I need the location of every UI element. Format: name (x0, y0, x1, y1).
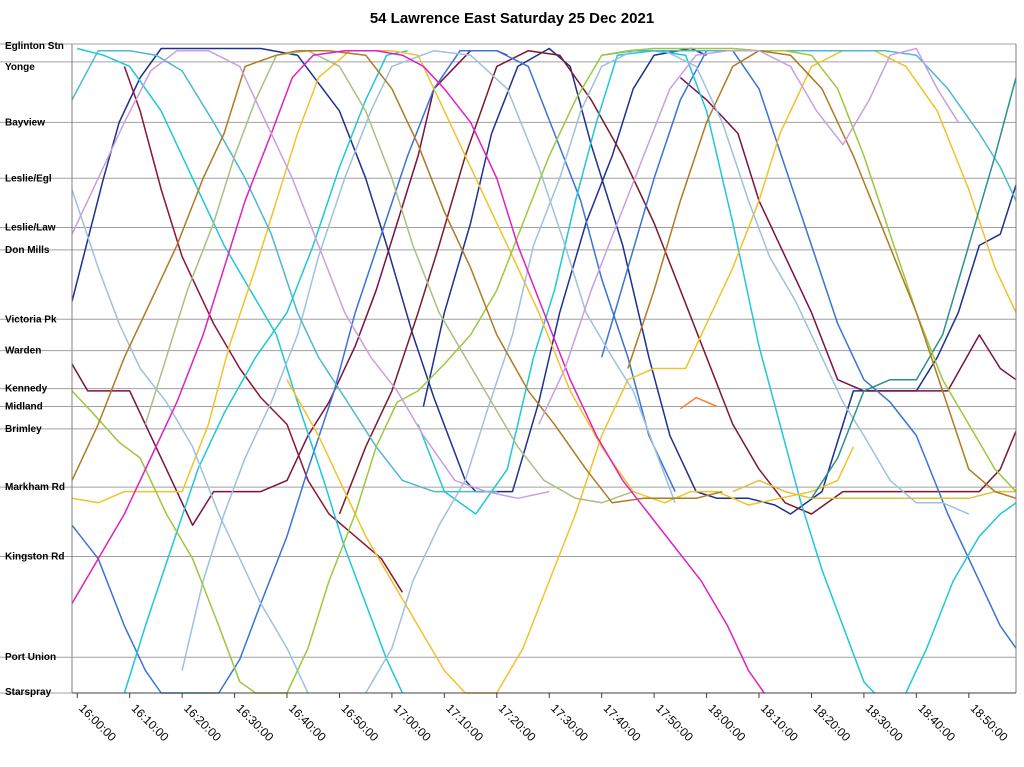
trip-line-5 (338, 49, 1017, 515)
trip-line-14 (286, 49, 1017, 694)
time-label: 16:20:00 (181, 701, 224, 744)
time-label: 17:20:00 (496, 701, 539, 744)
time-label: 18:40:00 (915, 701, 958, 744)
stop-label-don-mills: Don Mills (5, 245, 50, 256)
stop-labels: Eglinton Stn Yonge Bayview Leslie/Egl Leslie… (5, 41, 65, 698)
trip-line-9 (77, 47, 404, 694)
trip-line-30 (538, 47, 959, 425)
time-label: 16:30:00 (233, 701, 276, 744)
trip-lines (71, 47, 1017, 694)
time-label: 18:00:00 (705, 701, 748, 744)
trip-line-22 (71, 47, 812, 694)
trip-line-28 (71, 49, 765, 694)
stop-label-brimley: Brimley (5, 424, 42, 435)
trip-line-25 (71, 49, 723, 504)
time-label: 17:40:00 (601, 701, 644, 744)
time-label: 16:00:00 (76, 701, 119, 744)
time-label: 17:30:00 (548, 701, 591, 744)
time-label: 17:10:00 (443, 701, 486, 744)
time-label: 17:50:00 (653, 701, 696, 744)
stop-label-kennedy: Kennedy (5, 384, 48, 395)
time-label: 18:30:00 (863, 701, 906, 744)
trip-line-1 (71, 47, 707, 493)
trip-line-8 (600, 49, 1017, 649)
time-label: 18:50:00 (968, 701, 1011, 744)
stop-label-leslie-law: Leslie/Law (5, 223, 56, 234)
time-label: 16:50:00 (338, 701, 381, 744)
trip-line-18 (181, 49, 676, 671)
stop-label-starspray: Starspray (5, 687, 52, 698)
trip-line-3 (71, 49, 508, 526)
time-labels: 16:00:00 16:10:00 16:20:00 16:30:00 16:40:00… (76, 701, 1011, 744)
stop-label-kingston-rd: Kingston Rd (5, 551, 64, 562)
trip-line-17 (365, 49, 970, 694)
stop-label-eglinton-stn: Eglinton Stn (5, 41, 64, 52)
trip-line-27 (679, 396, 718, 410)
stop-label-yonge: Yonge (5, 62, 35, 73)
time-label: 16:40:00 (286, 701, 329, 744)
stop-label-victoria-pk: Victoria Pk (5, 314, 57, 325)
time-label: 17:00:00 (391, 701, 434, 744)
time-label: 18:10:00 (758, 701, 801, 744)
stop-label-warden: Warden (5, 346, 41, 357)
trip-line-10 (123, 49, 408, 694)
stop-label-port-union: Port Union (5, 652, 56, 663)
trip-line-19 (71, 49, 497, 493)
trip-line-20 (601, 49, 1017, 202)
trip-line-2 (422, 47, 1017, 515)
time-label: 18:20:00 (810, 701, 853, 744)
gridlines (0, 43, 1016, 694)
trip-line-21 (810, 77, 1017, 499)
stop-label-leslie-egl: Leslie/Egl (5, 173, 52, 184)
plot-frame (71, 44, 1017, 698)
time-label: 16:10:00 (129, 701, 172, 744)
trip-line-15 (732, 479, 1016, 500)
chart-title: 54 Lawrence East Saturday 25 Dec 2021 (369, 10, 655, 27)
trip-line-23 (144, 49, 634, 504)
trip-line-26 (627, 49, 1017, 500)
stop-label-markham-rd: Markham Rd (5, 482, 65, 493)
trip-line-4 (123, 66, 404, 593)
stop-label-midland: Midland (5, 402, 43, 413)
trip-line-13 (71, 49, 855, 506)
trip-line-12 (905, 502, 1017, 694)
trip-line-16 (71, 189, 309, 694)
trip-line-6 (679, 77, 1017, 392)
trip-line-29 (71, 49, 550, 500)
stop-label-bayview: Bayview (5, 117, 45, 128)
